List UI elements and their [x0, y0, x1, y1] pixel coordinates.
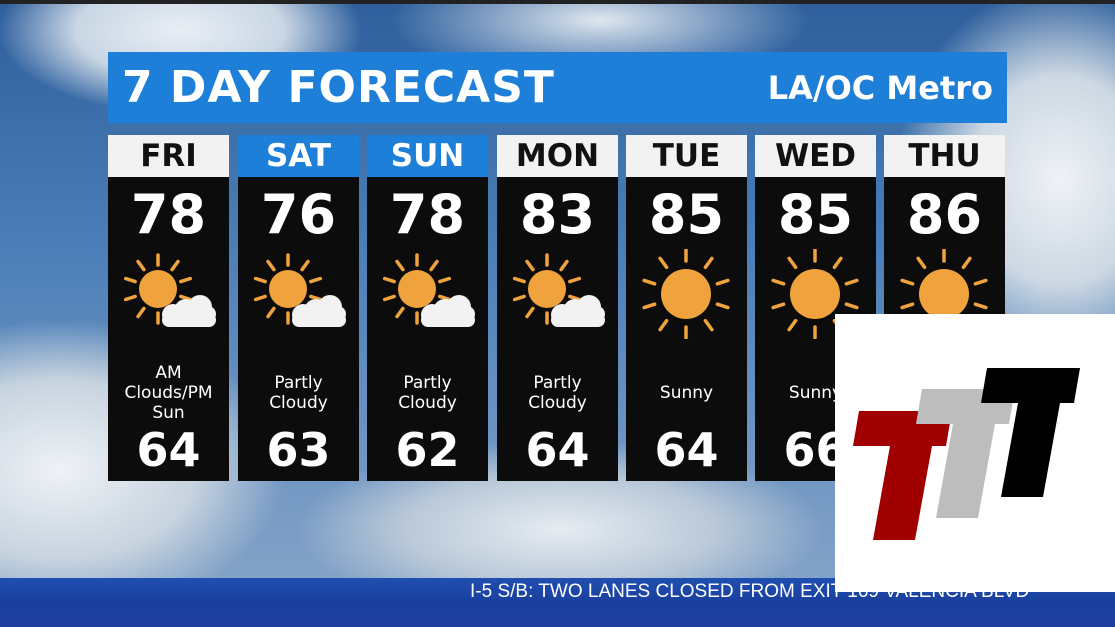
condition-line: Sun [152, 403, 185, 423]
high-temp: 78 [130, 183, 207, 246]
high-temp: 86 [906, 183, 983, 246]
forecast-day-sat: SAT 76 Partly Cloudy 63 [238, 135, 359, 481]
region-label: LA/OC Metro [767, 68, 993, 107]
day-panel: 83 Partly Cloudy 64 [497, 177, 618, 481]
high-temp: 85 [777, 183, 854, 246]
day-label: THU [884, 135, 1005, 177]
low-temp: 63 [266, 423, 331, 477]
partly-cloudy-icon [248, 249, 348, 339]
forecast-title-bar: 7 DAY FORECAST LA/OC Metro [108, 52, 1007, 123]
partly-cloudy-icon [507, 249, 607, 339]
condition-line: Sunny [659, 383, 714, 403]
day-panel: 78 Partly Cloudy 62 [367, 177, 488, 481]
condition-line: Sunny [788, 383, 843, 403]
top-border [0, 0, 1115, 4]
day-label: SAT [238, 135, 359, 177]
forecast-day-mon: MON 83 Partly Cloudy 64 [497, 135, 618, 481]
day-label: TUE [626, 135, 747, 177]
channel-logo [835, 314, 1115, 592]
forecast-day-tue: TUE 85 Sunny 64 [626, 135, 747, 481]
day-label: WED [755, 135, 876, 177]
day-panel: 85 Sunny 64 [626, 177, 747, 481]
day-label: SUN [367, 135, 488, 177]
forecast-day-sun: SUN 78 Partly Cloudy 62 [367, 135, 488, 481]
high-temp: 85 [648, 183, 725, 246]
condition-line: Cloudy [398, 393, 457, 413]
condition-line: Partly [274, 373, 323, 393]
logo-red-t [853, 411, 952, 540]
condition-text: AM Clouds/PM Sun [108, 362, 229, 424]
low-temp: 64 [136, 423, 201, 477]
day-panel: 76 Partly Cloudy 63 [238, 177, 359, 481]
condition-line: Partly [533, 373, 582, 393]
condition-line: Partly [403, 373, 452, 393]
low-temp: 64 [525, 423, 590, 477]
day-label: MON [497, 135, 618, 177]
sunny-icon [636, 248, 736, 340]
low-temp: 64 [654, 423, 719, 477]
condition-text: Partly Cloudy [367, 362, 488, 424]
condition-line: Clouds/PM [124, 383, 213, 403]
day-panel: 78 AM Clouds/PM Sun 64 [108, 177, 229, 481]
high-temp: 76 [260, 183, 337, 246]
condition-text: Partly Cloudy [238, 362, 359, 424]
logo-gray-t [916, 389, 1015, 518]
high-temp: 83 [519, 183, 596, 246]
condition-line: AM [155, 363, 182, 383]
condition-line: Cloudy [528, 393, 587, 413]
forecast-day-fri: FRI 78 AM Clouds/PM Sun 64 [108, 135, 229, 481]
condition-text: Sunny [755, 362, 876, 424]
condition-line: Cloudy [269, 393, 328, 413]
partly-cloudy-icon [377, 249, 477, 339]
logo-black-t [981, 368, 1080, 497]
low-temp: 62 [395, 423, 460, 477]
condition-text: Partly Cloudy [497, 362, 618, 424]
day-label: FRI [108, 135, 229, 177]
page-title: 7 DAY FORECAST [122, 62, 555, 113]
high-temp: 78 [389, 183, 466, 246]
partly-cloudy-icon [118, 249, 218, 339]
condition-text: Sunny [626, 362, 747, 424]
